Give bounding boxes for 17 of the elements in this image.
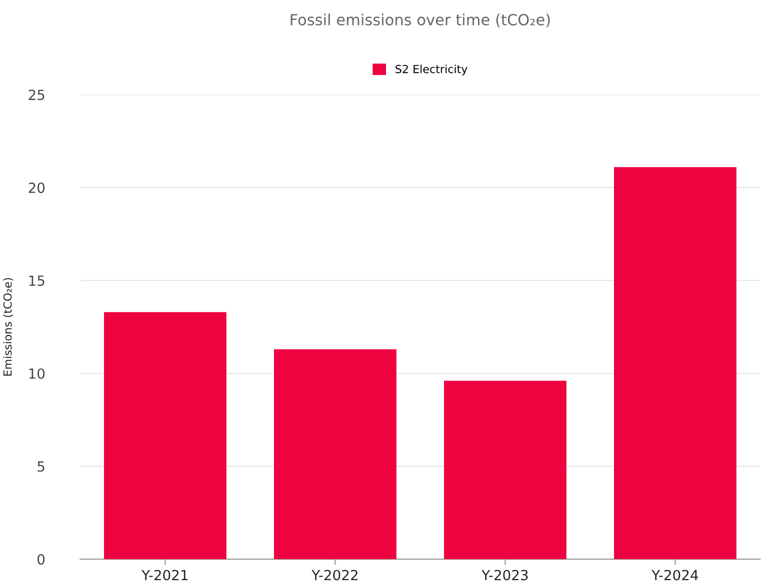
bar xyxy=(614,167,736,560)
y-axis-title: Emissions (tCO₂e) xyxy=(3,278,14,376)
legend-label: S2 Electricity xyxy=(396,64,468,76)
x-tick-label: Y-2021 xyxy=(142,570,188,580)
bar xyxy=(274,349,396,560)
y-tick-label: 0 xyxy=(38,554,45,565)
y-tick-label: 5 xyxy=(38,461,44,472)
x-tick-label: Y-2022 xyxy=(312,570,358,580)
y-tick-label: 10 xyxy=(29,368,45,379)
y-tick-label: 20 xyxy=(28,182,45,194)
x-tick-label: Y-2024 xyxy=(652,570,698,580)
y-tick-label: 15 xyxy=(29,276,44,286)
bar xyxy=(444,380,566,560)
y-tick-label: 25 xyxy=(28,90,44,100)
chart-title: Fossil emissions over time (tCO₂e) xyxy=(290,14,550,28)
bar xyxy=(104,312,226,560)
x-tick-label: Y-2023 xyxy=(482,570,528,580)
